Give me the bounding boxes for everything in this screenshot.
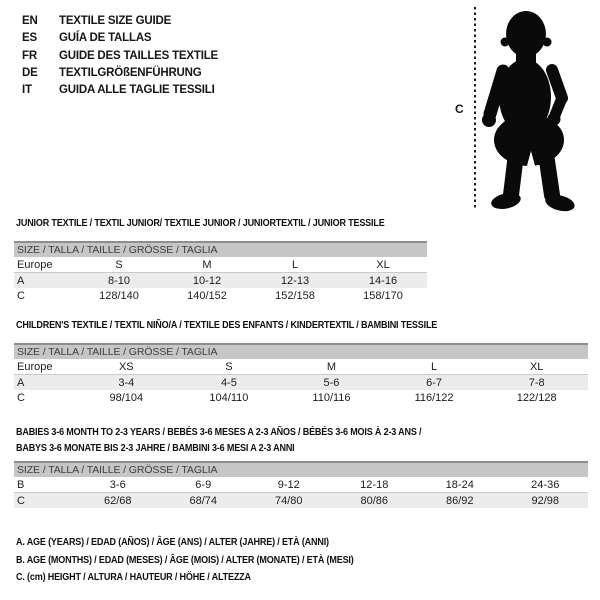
table-cell: 5-6	[323, 376, 340, 389]
table-cell: 140/152	[187, 289, 227, 302]
language-row-fr: FR GUIDE DES TAILLES TEXTILE	[22, 48, 218, 65]
language-code: IT	[22, 84, 32, 97]
table-cell: 62/68	[103, 494, 132, 507]
language-title: TEXTILE SIZE GUIDE	[59, 15, 172, 27]
table-cell: 7-8	[528, 376, 545, 389]
table-cell: 110/116	[312, 391, 351, 404]
table-cell: 6-9	[160, 477, 246, 493]
size-header-bar: SIZE / TALLA / TAILLE / GRÖSSE / TAGLIA	[14, 462, 588, 477]
height-label: C	[455, 102, 464, 116]
table-cell: 24-36	[502, 477, 588, 493]
language-list: EN TEXTILE SIZE GUIDE ES GUÍA DE TALLAS …	[22, 13, 218, 99]
table-cell: L	[382, 359, 486, 375]
legend-height-cm: C. (cm) HEIGHT / ALTURA / HAUTEUR / HÖHE…	[16, 571, 251, 584]
junior-textile-title: JUNIOR TEXTILE / TEXTIL JUNIOR/ TEXTILE …	[16, 217, 385, 229]
table-cell: XS	[75, 359, 178, 375]
table-cell: 12-13	[280, 274, 310, 287]
table-cell: 6-7	[426, 376, 443, 389]
table-row: Europe S M L XL	[14, 257, 427, 273]
language-code: DE	[22, 66, 38, 79]
babies-textile-title-line2: BABYS 3-6 MONATE BIS 2-3 JAHRE / BAMBINI…	[16, 442, 295, 454]
row-label: C	[17, 494, 25, 507]
table-cell: 18-24	[417, 477, 503, 493]
row-label: C	[17, 289, 25, 302]
table-row: C 128/140 140/152 152/158 158/170	[14, 288, 427, 303]
table-cell: S	[177, 359, 281, 375]
row-label: B	[14, 477, 75, 493]
table-row: Europe XS S M L XL	[14, 359, 588, 375]
table-row: B 3-6 6-9 9-12 12-18 18-24 24-36	[14, 477, 588, 493]
table-cell: 68/74	[189, 494, 218, 507]
babies-textile-title-line1: BABIES 3-6 MONTH TO 2-3 YEARS / BEBÉS 3-…	[16, 426, 422, 438]
baby-figure: C	[450, 2, 600, 216]
table-cell: 14-16	[368, 274, 398, 287]
table-cell: 10-12	[192, 274, 222, 287]
table-cell: 98/104	[109, 391, 144, 404]
language-code: ES	[22, 32, 37, 45]
table-cell: XL	[485, 359, 588, 375]
table-cell: 104/110	[209, 391, 249, 404]
table-cell: 9-12	[246, 477, 332, 493]
row-label: C	[17, 391, 25, 404]
table-cell: 4-5	[220, 376, 237, 389]
table-row: A 3-4 4-5 5-6 6-7 7-8	[14, 374, 588, 390]
language-title: GUÍA DE TALLAS	[59, 32, 152, 45]
table-cell: 86/92	[445, 494, 474, 507]
table-row: C 62/68 68/74 74/80 80/86 86/92 92/98	[14, 492, 588, 508]
baby-silhouette-icon	[482, 11, 575, 212]
row-label: Europe	[14, 257, 75, 273]
table-cell: 12-18	[331, 477, 417, 493]
childrens-size-table: SIZE / TALLA / TAILLE / GRÖSSE / TAGLIA E…	[14, 343, 588, 405]
size-header-bar: SIZE / TALLA / TAILLE / GRÖSSE / TAGLIA	[14, 242, 427, 257]
table-cell: 80/86	[360, 494, 389, 507]
table-cell: 74/80	[274, 494, 303, 507]
language-row-de: DE TEXTILGRÖßENFÜHRUNG	[22, 65, 218, 82]
table-cell: S	[75, 257, 163, 273]
table-cell: 122/128	[516, 391, 557, 404]
measurement-legend: A. AGE (YEARS) / EDAD (AÑOS) / ÂGE (ANS)…	[16, 534, 409, 587]
height-measure-dotted-line	[474, 7, 476, 209]
language-row-en: EN TEXTILE SIZE GUIDE	[22, 13, 218, 30]
language-title: GUIDE DES TAILLES TEXTILE	[59, 49, 218, 62]
table-cell: 128/140	[99, 289, 139, 302]
language-title: TEXTILGRÖßENFÜHRUNG	[59, 66, 202, 79]
table-cell: 3-6	[75, 477, 161, 493]
table-cell: 8-10	[107, 274, 131, 287]
table-cell: M	[280, 359, 383, 375]
row-label: A	[17, 274, 25, 287]
legend-age-months: B. AGE (MONTHS) / EDAD (MESES) / ÂGE (MO…	[16, 553, 354, 566]
junior-size-table: SIZE / TALLA / TAILLE / GRÖSSE / TAGLIA E…	[14, 241, 427, 303]
babies-size-table: SIZE / TALLA / TAILLE / GRÖSSE / TAGLIA B…	[14, 461, 588, 508]
row-label: A	[17, 376, 25, 389]
table-cell: XL	[339, 257, 427, 273]
table-cell: 158/170	[363, 289, 403, 302]
table-cell: 152/158	[275, 289, 315, 302]
childrens-textile-title: CHILDREN'S TEXTILE / TEXTIL NIÑO/A / TEX…	[16, 319, 438, 331]
table-cell: 116/122	[414, 391, 454, 404]
language-row-es: ES GUÍA DE TALLAS	[22, 30, 218, 47]
language-title: GUIDA ALLE TAGLIE TESSILI	[59, 84, 215, 97]
size-header-bar: SIZE / TALLA / TAILLE / GRÖSSE / TAGLIA	[14, 344, 588, 359]
table-cell: 3-4	[118, 376, 135, 389]
language-code: FR	[22, 49, 37, 62]
table-cell: L	[251, 257, 339, 273]
table-cell: M	[163, 257, 251, 273]
table-row: A 8-10 10-12 12-13 14-16	[14, 272, 427, 288]
language-row-it: IT GUIDA ALLE TAGLIE TESSILI	[22, 82, 218, 99]
language-code: EN	[22, 15, 38, 27]
table-row: C 98/104 104/110 110/116 116/122 122/128	[14, 390, 588, 405]
table-cell: 92/98	[531, 494, 560, 507]
row-label: Europe	[14, 359, 75, 375]
legend-age-years: A. AGE (YEARS) / EDAD (AÑOS) / ÂGE (ANS)…	[16, 536, 329, 548]
